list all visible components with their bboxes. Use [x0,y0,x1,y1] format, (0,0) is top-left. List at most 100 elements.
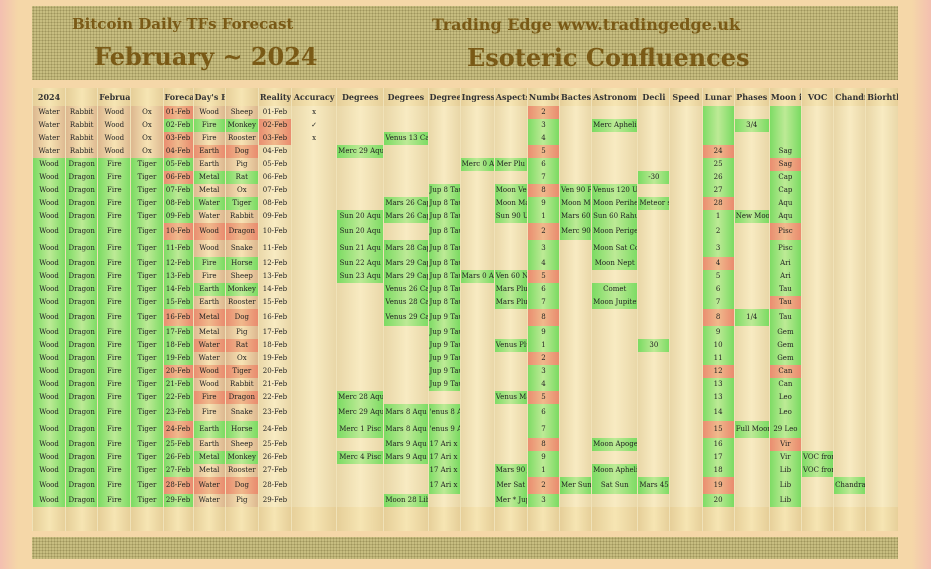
table-cell: Fire [97,197,131,210]
table-cell: 19-Feb [162,352,194,365]
table-cell [669,106,703,119]
table-cell: 11 [701,352,735,365]
table-cell [427,119,461,132]
table-cell [865,352,898,365]
table-cell [669,270,703,283]
table-cell: Mer Sun [559,477,592,494]
table-cell: Wood [97,132,131,145]
table-cell [733,378,770,391]
table-cell: 08-Feb [162,197,194,210]
table-cell: Moon 28 Lib [383,494,429,507]
table-cell [493,132,528,145]
table-cell [290,210,337,223]
table-cell [559,240,592,257]
table-cell [591,309,638,326]
table-cell [459,106,495,119]
table-cell: 17 Ari x 2 [427,438,461,451]
table-cell: 25-Feb [162,438,194,451]
table-cell [591,352,638,365]
table-cell [865,378,898,391]
table-cell: Pisc [768,223,802,240]
table-footer-cell [701,507,735,531]
table-cell: Tiger [130,197,163,210]
table-cell [637,326,670,339]
table-cell [865,421,898,438]
table-cell: Gem [768,339,802,352]
table-cell [559,421,592,438]
table-cell: 18-Feb [162,339,194,352]
table-cell: 3 [526,494,560,507]
table-cell [733,171,770,184]
table-cell: Jup 9 Tau [427,352,461,365]
table-cell: 16-Feb [257,309,292,326]
table-cell: Tau [768,283,802,296]
table-cell: Ox [130,132,163,145]
table-cell [733,477,770,494]
table-cell [591,451,638,464]
table-cell: Aqu [768,197,802,210]
table-cell: Full Moon [733,421,770,438]
table-footer-cell [336,507,384,531]
table-cell [459,352,495,365]
table-cell [865,171,898,184]
table-cell [383,326,429,339]
table-cell: Wood [192,223,226,240]
table-cell [637,270,670,283]
table-cell: 13-Feb [162,270,194,283]
table-cell: Water [192,477,226,494]
table-cell: Tiger [130,421,163,438]
table-cell: Fire [97,210,131,223]
table-cell [591,391,638,404]
table-cell: Fire [192,270,226,283]
table-cell: 1/4 [733,309,770,326]
table-cell: Wood [31,339,66,352]
table-cell: Dragon [224,391,259,404]
table-cell: Jup 8 Tau [427,223,461,240]
table-row: Wood Dragon Fire Tiger 18-Feb Water Rat 18-Feb J… [31,339,898,352]
table-cell: Wood [31,477,66,494]
table-cell [669,283,703,296]
table-cell [800,197,834,210]
table-footer-cell [493,507,528,531]
table-cell: Rooster [224,132,259,145]
table-cell [459,326,495,339]
table-cell [290,365,337,378]
table-cell [493,223,528,240]
table-cell: Dragon [65,451,98,464]
table-cell: 8 [701,309,735,326]
table-cell [733,257,770,270]
table-cell: Cap [768,184,802,197]
table-cell [290,421,337,438]
table-cell [733,283,770,296]
table-cell: Fire [192,391,226,404]
table-row: Water Rabbit Wood Ox 02-Feb Fire Monkey 02-Feb ✓… [31,119,898,132]
table-cell: Dragon [65,309,98,326]
table-cell: Tiger [130,257,163,270]
table-cell: Merc 28 Aqu [336,391,384,404]
table-cell: Moon Apogee [591,438,638,451]
table-cell: 28-Feb [257,477,292,494]
table-cell: VOC from 06:30 - 13:30 UTC [800,451,834,464]
table-cell: Fire [97,240,131,257]
table-cell: Venus 28 Cap [383,296,429,309]
table-cell [383,171,429,184]
table-cell: Rabbit [65,145,98,158]
table-cell [383,339,429,352]
table-cell [800,240,834,257]
table-cell [290,309,337,326]
table-cell [669,339,703,352]
table-cell [336,309,384,326]
column-header: Lunar [701,88,735,106]
table-row: Wood Dragon Fire Tiger 20-Feb Wood Tiger 20-Feb… [31,365,898,378]
table-cell: 7 [701,296,735,309]
table-cell [459,296,495,309]
table-cell [493,438,528,451]
table-cell: 08-Feb [257,197,292,210]
table-cell: Sun 90 Ura [493,210,528,223]
table-cell [800,158,834,171]
table-cell: Wood [31,283,66,296]
table-row: Wood Dragon Fire Tiger 19-Feb Water Ox 19-Feb Ju… [31,352,898,365]
table-cell [833,339,866,352]
table-cell: Jup 8 Tau [427,283,461,296]
table-cell [637,404,670,421]
